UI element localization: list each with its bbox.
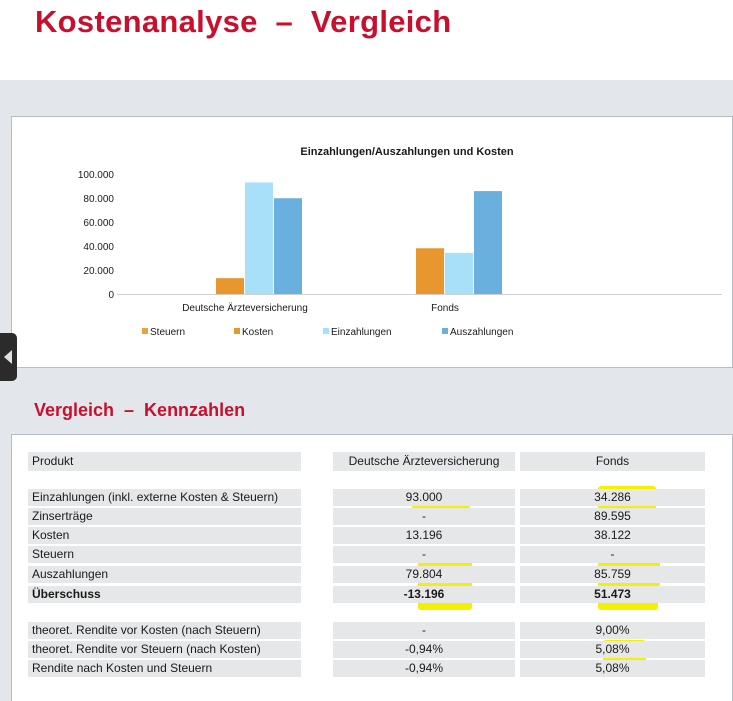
chart-title: Einzahlungen/Auszahlungen und Kosten — [300, 146, 514, 158]
legend-label-kosten: Kosten — [242, 327, 273, 338]
collapse-sidebar-tab[interactable] — [0, 333, 17, 381]
row-value-aerzteversicherung: - — [333, 622, 515, 639]
section-title-kennzahlen: Vergleich – Kennzahlen — [34, 400, 246, 420]
legend-swatch-einzahlungen — [323, 328, 329, 334]
y-tick-label: 100.000 — [78, 170, 115, 181]
y-tick-label: 0 — [108, 290, 114, 301]
x-category-label: Fonds — [431, 303, 459, 314]
row-value-fonds: 9,00% — [520, 622, 705, 639]
page-title: Kostenanalyse – Vergleich — [35, 4, 452, 39]
row-label: Auszahlungen — [28, 566, 301, 583]
row-value-fonds: 5,08% — [520, 660, 705, 677]
legend-swatch-steuern — [142, 328, 148, 334]
row-value-fonds: 5,08% — [520, 641, 705, 658]
row-value-aerzteversicherung: - — [333, 546, 515, 563]
row-value-fonds: 89.595 — [520, 508, 705, 525]
row-label: Kosten — [28, 527, 301, 544]
bar-einzahlungen — [445, 252, 473, 294]
y-tick-label: 20.000 — [83, 266, 114, 277]
row-value-fonds: - — [520, 546, 705, 563]
row-value-aerzteversicherung: 13.196 — [333, 527, 515, 544]
row-label: theoret. Rendite vor Kosten (nach Steuer… — [28, 622, 301, 639]
bar-auszahlungen — [474, 191, 502, 294]
chart-panel: Einzahlungen/Auszahlungen und Kosten 0 20.… — [11, 116, 733, 368]
row-label: Steuern — [28, 546, 301, 563]
bar-chart: Einzahlungen/Auszahlungen und Kosten 0 20.… — [78, 146, 722, 338]
y-tick-label: 60.000 — [83, 218, 114, 229]
header-col-fonds: Fonds — [520, 452, 705, 471]
y-tick-label: 80.000 — [83, 194, 114, 205]
row-value-aerzteversicherung: 93.000 — [333, 489, 515, 506]
row-value-aerzteversicherung: -0,94% — [333, 641, 515, 658]
x-category-label: Deutsche Ärzteversicherung — [182, 302, 308, 314]
legend-swatch-kosten — [234, 328, 240, 334]
arrow-left-icon — [4, 350, 12, 364]
legend-label-steuern: Steuern — [150, 327, 185, 338]
row-value-aerzteversicherung: -0,94% — [333, 660, 515, 677]
bar-kosten — [216, 278, 244, 294]
row-value-fonds: 38.122 — [520, 527, 705, 544]
header-col-aerzteversicherung: Deutsche Ärzteversicherung — [333, 452, 515, 471]
legend-swatch-auszahlungen — [442, 328, 448, 334]
row-label: Rendite nach Kosten und Steuern — [28, 660, 301, 677]
legend-label-einzahlungen: Einzahlungen — [331, 327, 392, 338]
bar-auszahlungen — [274, 198, 302, 294]
row-label: Überschuss — [28, 586, 301, 603]
bar-kosten — [416, 248, 444, 294]
header-produkt: Produkt — [28, 452, 301, 471]
row-value-fonds: 85.759 — [520, 566, 705, 583]
row-label: Einzahlungen (inkl. externe Kosten & Ste… — [28, 489, 301, 506]
row-value-aerzteversicherung: 79.804 — [333, 566, 515, 583]
y-tick-label: 40.000 — [83, 242, 114, 253]
row-label: theoret. Rendite vor Steuern (nach Koste… — [28, 641, 301, 658]
row-value-aerzteversicherung: - — [333, 508, 515, 525]
row-value-fonds: 34.286 — [520, 489, 705, 506]
row-value-aerzteversicherung: -13.196 — [333, 586, 515, 603]
legend-label-auszahlungen: Auszahlungen — [450, 327, 513, 338]
row-value-fonds: 51.473 — [520, 586, 705, 603]
bar-einzahlungen — [245, 182, 273, 294]
row-label: Zinserträge — [28, 508, 301, 525]
